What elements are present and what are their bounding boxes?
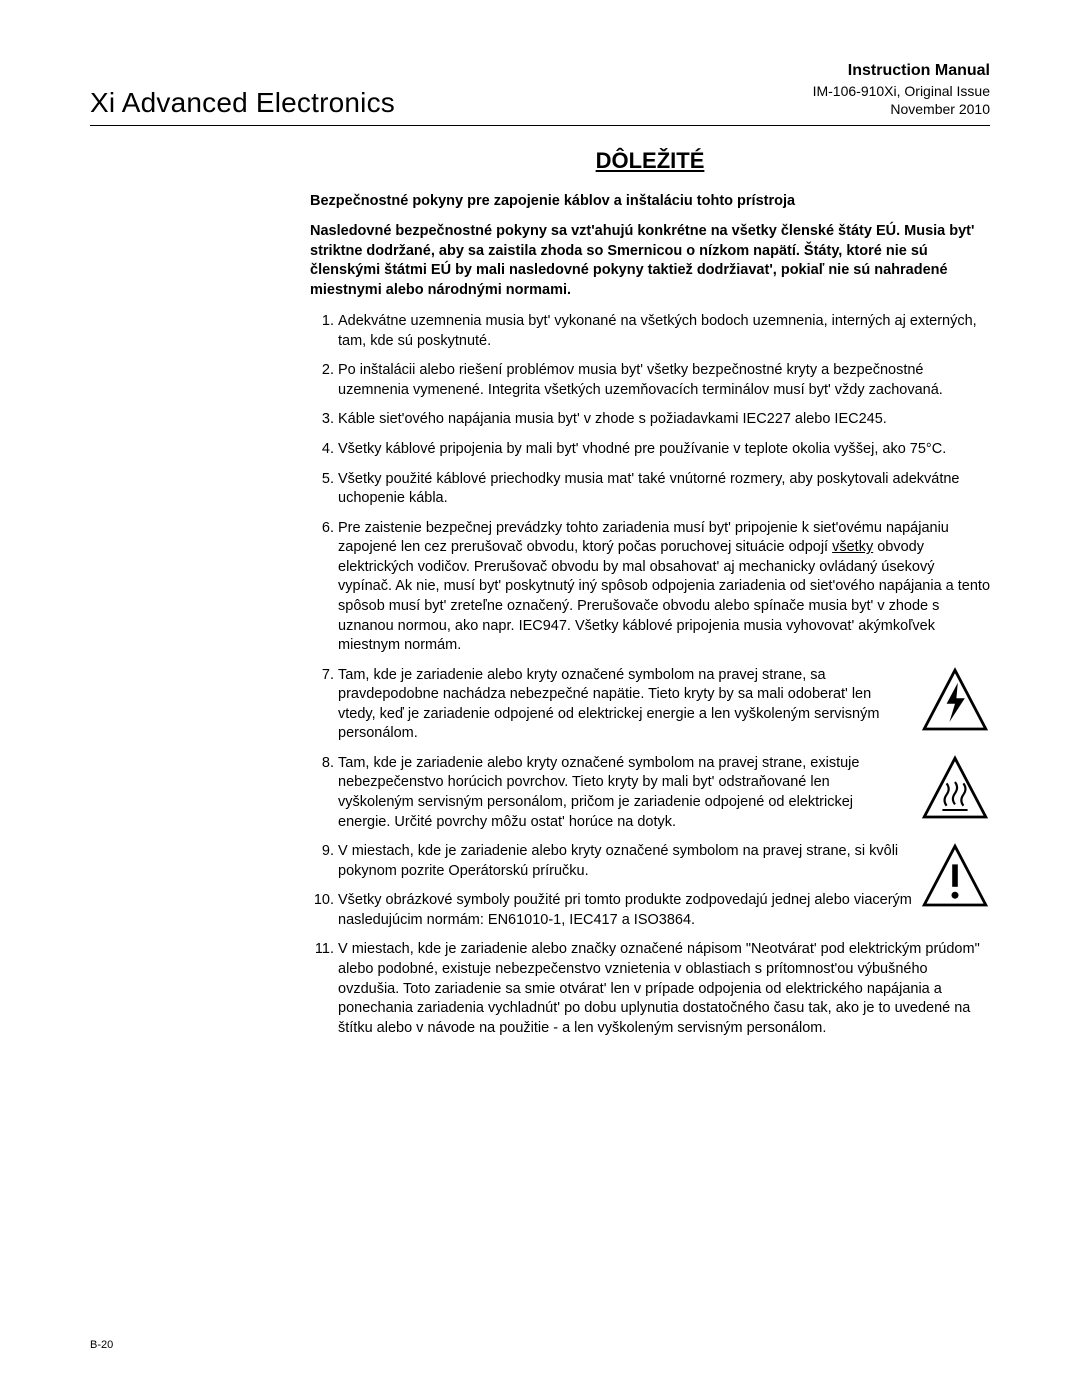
- list-item-text: V miestach, kde je zariadenie alebo znač…: [338, 940, 990, 1038]
- section-title: DÔLEŽITÉ: [310, 148, 990, 174]
- page-number: B-20: [90, 1339, 113, 1351]
- section-subheading: Bezpečnostné pokyny pre zapojenie káblov…: [310, 192, 990, 212]
- product-name: Xi Advanced Electronics: [90, 87, 395, 119]
- page: Xi Advanced Electronics Instruction Manu…: [0, 0, 1080, 1397]
- list-item: Všetky použité káblové priechodky musia …: [338, 470, 990, 509]
- list-item-text: Po inštalácii alebo riešení problémov mu…: [338, 361, 990, 400]
- list-item-text: Káble siet'ového napájania musia byt' v …: [338, 410, 990, 430]
- date-line: November 2010: [813, 100, 990, 119]
- underline-text: všetky: [832, 539, 873, 555]
- list-item: Adekvátne uzemnenia musia byt' vykonané …: [338, 312, 990, 351]
- list-item-text: Tam, kde je zariadenie alebo kryty označ…: [338, 666, 900, 744]
- list-item-text: Adekvátne uzemnenia musia byt' vykonané …: [338, 312, 990, 351]
- list-item: Tam, kde je zariadenie alebo kryty označ…: [338, 666, 990, 744]
- list-item: Tam, kde je zariadenie alebo kryty označ…: [338, 754, 990, 832]
- list-item: Po inštalácii alebo riešení problémov mu…: [338, 361, 990, 400]
- list-item: V miestach, kde je zariadenie alebo kryt…: [338, 842, 990, 881]
- section-intro: Nasledovné bezpečnostné pokyny sa vzt'ah…: [310, 222, 990, 300]
- instruction-list: Adekvátne uzemnenia musia byt' vykonané …: [310, 312, 990, 1038]
- list-item: Káble siet'ového napájania musia byt' v …: [338, 410, 990, 430]
- list-item-text: Tam, kde je zariadenie alebo kryty označ…: [338, 754, 900, 832]
- list-item-text: Všetky káblové pripojenia by mali byt' v…: [338, 440, 990, 460]
- list-item-text: Všetky obrázkové symboly použité pri tom…: [338, 891, 990, 930]
- list-item: Všetky obrázkové symboly použité pri tom…: [338, 891, 990, 930]
- hot-surface-icon: [920, 754, 990, 824]
- list-item-text: Všetky použité káblové priechodky musia …: [338, 470, 990, 509]
- manual-label: Instruction Manual: [813, 60, 990, 82]
- high-voltage-icon: [920, 666, 990, 736]
- body-block: Bezpečnostné pokyny pre zapojenie káblov…: [310, 192, 990, 1038]
- page-header: Xi Advanced Electronics Instruction Manu…: [90, 60, 990, 126]
- list-item-text: V miestach, kde je zariadenie alebo kryt…: [338, 842, 900, 881]
- header-right-block: Instruction Manual IM-106-910Xi, Origina…: [813, 60, 990, 119]
- model-line: IM-106-910Xi, Original Issue: [813, 82, 990, 101]
- list-item: V miestach, kde je zariadenie alebo znač…: [338, 940, 990, 1038]
- list-item: Všetky káblové pripojenia by mali byt' v…: [338, 440, 990, 460]
- list-item-text: Pre zaistenie bezpečnej prevádzky tohto …: [338, 519, 990, 656]
- list-item: Pre zaistenie bezpečnej prevádzky tohto …: [338, 519, 990, 656]
- text-part: obvody elektrických vodičov. Prerušovač …: [338, 539, 990, 653]
